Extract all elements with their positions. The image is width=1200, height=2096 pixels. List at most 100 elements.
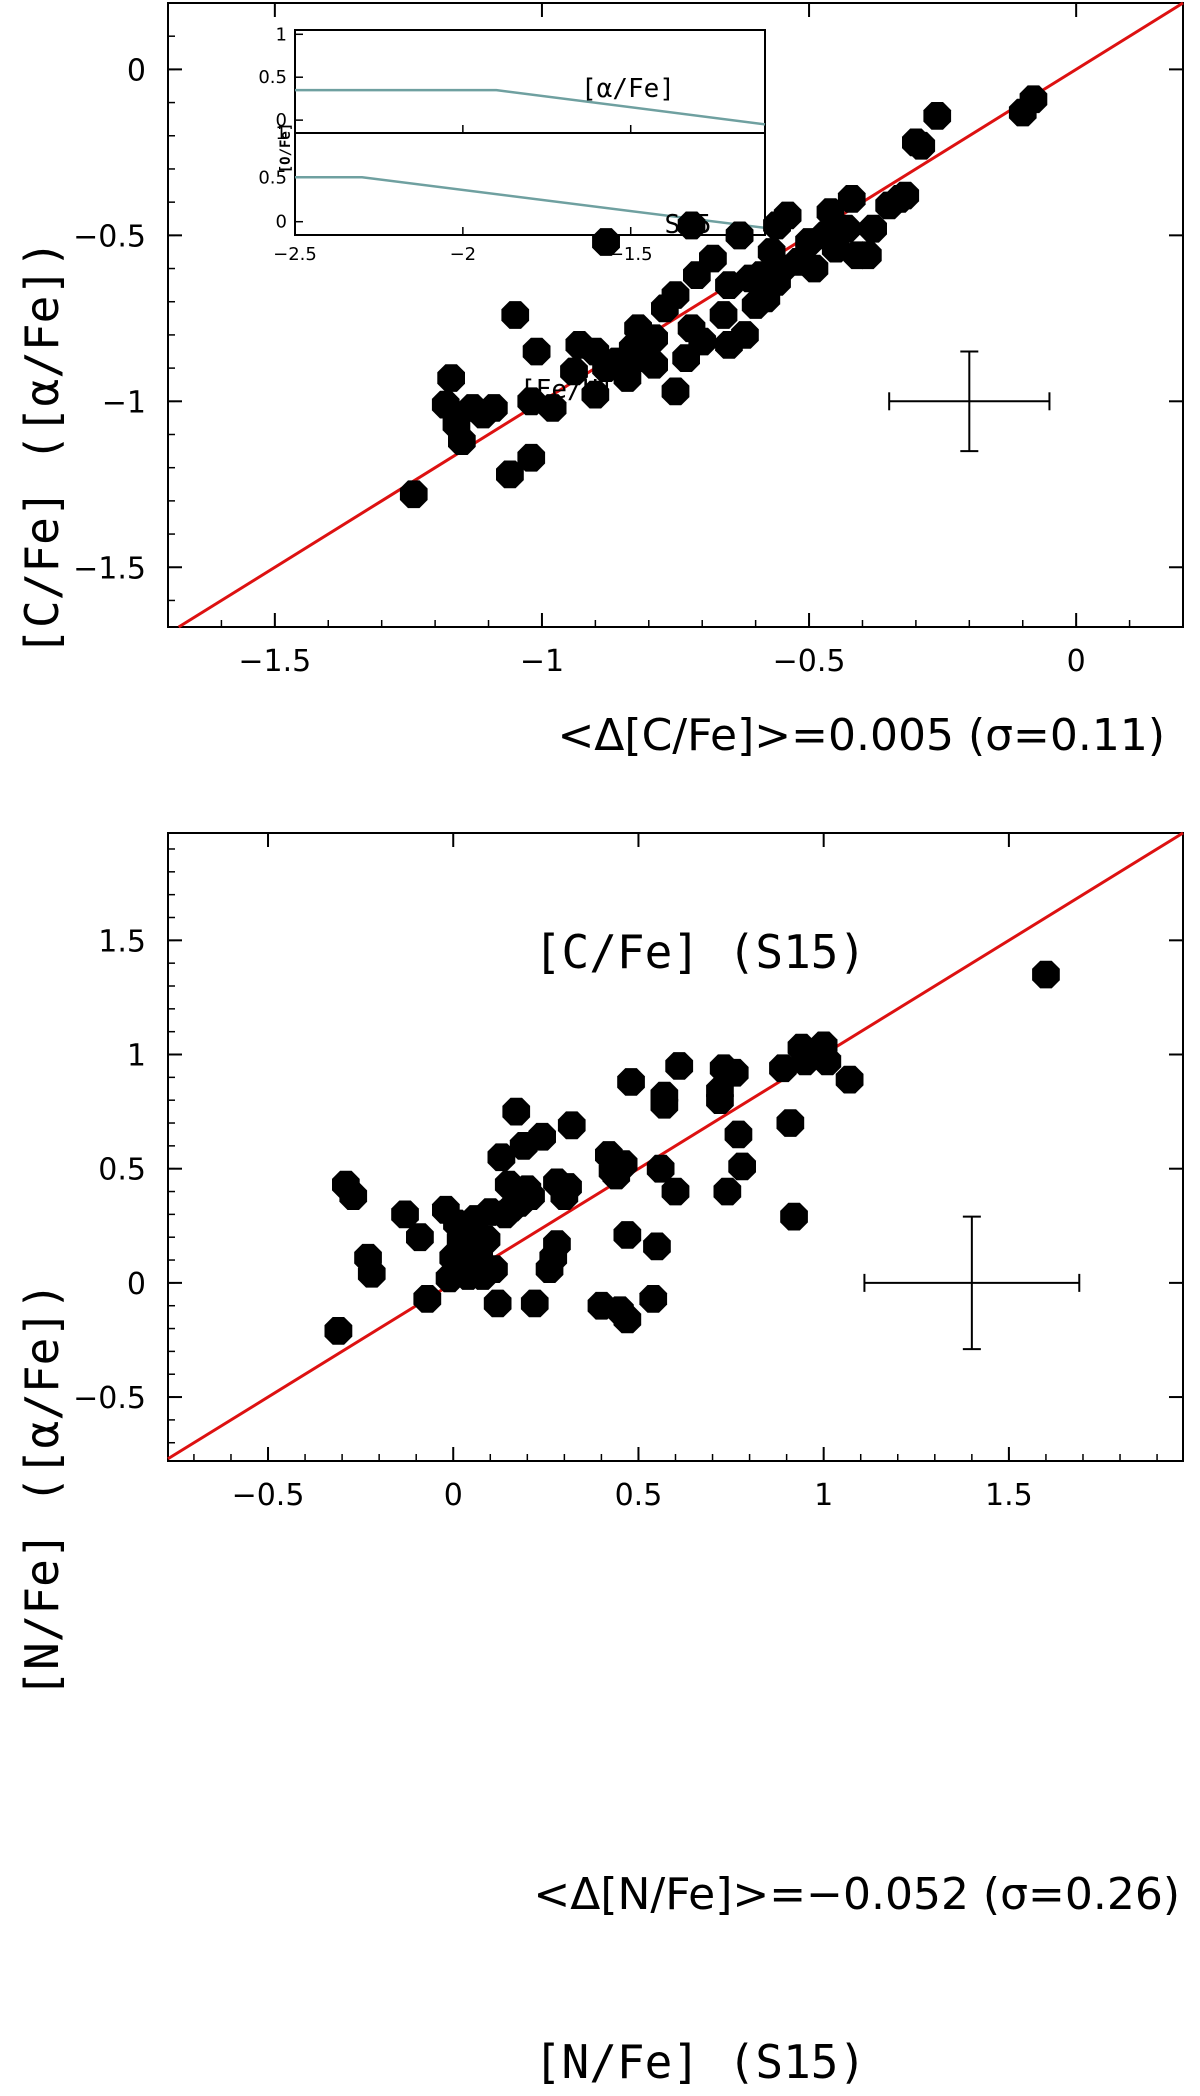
carbon-data-point xyxy=(699,244,727,273)
inset-top-label: [α/Fe] xyxy=(581,74,675,104)
carbon-data-point xyxy=(854,241,882,270)
carbon-data-point xyxy=(709,301,738,329)
inset-x-tick-label: −1.5 xyxy=(609,244,653,265)
carbon-x-axis-title: [C/Fe] (S15) xyxy=(534,925,866,979)
carbon-data-point xyxy=(496,460,524,489)
nitrogen-data-point xyxy=(557,1111,586,1140)
carbon-y-tick-label: −1.5 xyxy=(73,551,146,586)
nitrogen-data-point xyxy=(324,1317,353,1345)
carbon-data-point xyxy=(715,271,743,299)
inset-y-tick-label: 0.5 xyxy=(258,167,287,188)
carbon-data-point xyxy=(522,337,551,366)
nitrogen-data-point xyxy=(713,1177,742,1206)
carbon-y-tick-label: 0 xyxy=(127,53,146,88)
carbon-data-point xyxy=(640,350,668,379)
nitrogen-data-point xyxy=(769,1054,797,1083)
nitrogen-data-point xyxy=(480,1255,508,1283)
nitrogen-data-point xyxy=(813,1047,842,1076)
nitrogen-y-axis-title: [N/Fe] ([α/Fe]) xyxy=(15,1282,69,1697)
inset-trend-line xyxy=(295,88,766,126)
carbon-data-point xyxy=(517,443,546,472)
carbon-data-point xyxy=(592,228,620,256)
inset-x-tick-label: −2.5 xyxy=(273,244,317,265)
nitrogen-data-point xyxy=(706,1086,734,1114)
carbon-x-tick-label: −1.5 xyxy=(238,644,311,679)
carbon-data-point xyxy=(731,321,759,349)
nitrogen-data-point xyxy=(613,1221,642,1249)
nitrogen-y-tick-label: 1 xyxy=(127,1039,146,1074)
nitrogen-data-point xyxy=(776,1109,805,1137)
carbon-data-point xyxy=(480,394,508,422)
nitrogen-data-point xyxy=(639,1285,668,1313)
nitrogen-data-point xyxy=(617,1068,645,1096)
chart-carbon: −1.5 −1 −0.5 0 −1.5 −1 −0.5 0 <Δ[C/Fe]>=0.005 (… xyxy=(15,1,1184,979)
inset-y-axis-title: [O/Fe] xyxy=(278,123,294,174)
carbon-data-point xyxy=(725,221,754,250)
nitrogen-data-point xyxy=(472,1225,501,1254)
nitrogen-data-point xyxy=(665,1052,694,1080)
carbon-data-point xyxy=(832,214,861,243)
carbon-data-point xyxy=(560,357,588,386)
nitrogen-data-point xyxy=(613,1305,642,1334)
carbon-plot-frame xyxy=(167,2,1184,628)
nitrogen-x-tick-label: 0.5 xyxy=(615,1478,663,1513)
nitrogen-data-point xyxy=(835,1065,864,1094)
carbon-data-point xyxy=(800,254,829,283)
nitrogen-data-point xyxy=(780,1202,808,1231)
nitrogen-y-tick-label: 0 xyxy=(127,1267,146,1302)
nitrogen-data-point xyxy=(339,1182,368,1210)
carbon-x-tick-label: −0.5 xyxy=(773,644,846,679)
nitrogen-data-point xyxy=(609,1150,638,1178)
nitrogen-data-point xyxy=(661,1177,690,1206)
carbon-data-point xyxy=(859,214,887,243)
nitrogen-x-tick-label: −0.5 xyxy=(232,1478,305,1513)
nitrogen-y-tick-label: −0.5 xyxy=(73,1381,146,1416)
nitrogen-data-point xyxy=(520,1289,549,1318)
carbon-data-point xyxy=(538,394,567,422)
nitrogen-data-point xyxy=(543,1230,571,1258)
nitrogen-identity-line xyxy=(167,831,1184,1460)
inset-y-tick-label: 1 xyxy=(276,24,287,45)
carbon-data-point xyxy=(1019,85,1048,114)
carbon-y-tick-label: −1 xyxy=(102,385,146,420)
nitrogen-data-point xyxy=(357,1259,386,1288)
carbon-y-axis-title: [C/Fe] ([α/Fe]) xyxy=(15,240,69,655)
nitrogen-x-tick-label: 1 xyxy=(814,1478,833,1513)
carbon-data-point xyxy=(837,185,866,213)
nitrogen-x-tick-label: 1.5 xyxy=(985,1478,1033,1513)
nitrogen-x-tick-label: 0 xyxy=(444,1478,463,1513)
nitrogen-data-point xyxy=(650,1090,679,1119)
carbon-data-point xyxy=(501,301,530,329)
nitrogen-data-point xyxy=(406,1223,434,1252)
inset-y-tick-label: 0 xyxy=(276,212,287,233)
nitrogen-data-point xyxy=(483,1289,512,1318)
carbon-data-point xyxy=(399,480,428,509)
carbon-data-point xyxy=(517,387,546,416)
nitrogen-x-axis-title: [N/Fe] (S15) xyxy=(534,2035,866,2089)
carbon-data-point xyxy=(581,380,610,409)
carbon-data-point xyxy=(448,427,476,455)
inset-y-tick-label: 0.5 xyxy=(258,67,287,88)
carbon-data-point xyxy=(661,377,690,406)
carbon-data-point xyxy=(923,102,952,130)
carbon-annotation: <Δ[C/Fe]>=0.005 (σ=0.11) xyxy=(557,710,1165,761)
carbon-data-point xyxy=(661,281,690,309)
inset-y-tick-label: 0 xyxy=(276,110,287,131)
nitrogen-data-point xyxy=(728,1152,756,1181)
nitrogen-data-point xyxy=(643,1232,671,1261)
nitrogen-data-point xyxy=(646,1154,675,1183)
nitrogen-annotation: <Δ[N/Fe]>=−0.052 (σ=0.26) xyxy=(533,1869,1180,1920)
nitrogen-data-point xyxy=(487,1143,516,1172)
nitrogen-y-tick-label: 0.5 xyxy=(98,1153,146,1188)
nitrogen-data-point xyxy=(528,1122,556,1151)
nitrogen-data-point xyxy=(724,1120,753,1149)
nitrogen-data-point xyxy=(720,1058,749,1087)
nitrogen-data-point xyxy=(1032,960,1060,989)
carbon-y-tick-label: −0.5 xyxy=(73,219,146,254)
carbon-x-tick-label: 0 xyxy=(1067,644,1086,679)
nitrogen-data-point xyxy=(517,1182,545,1210)
carbon-data-point xyxy=(437,364,465,392)
carbon-data-point xyxy=(907,131,936,160)
